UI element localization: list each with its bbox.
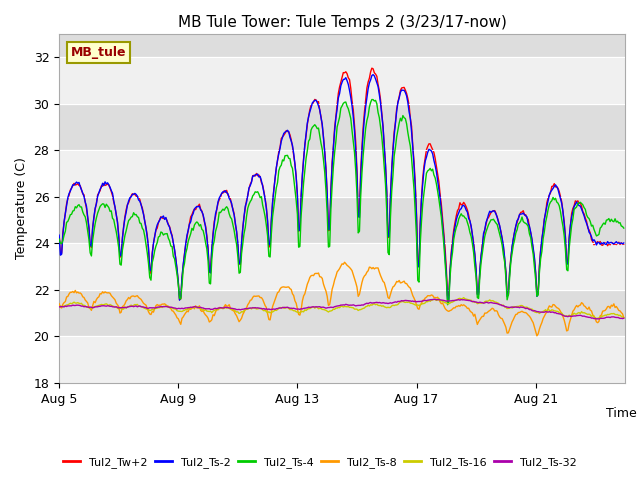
Legend: Tul2_Tw+2, Tul2_Ts-2, Tul2_Ts-4, Tul2_Ts-8, Tul2_Ts-16, Tul2_Ts-32: Tul2_Tw+2, Tul2_Ts-2, Tul2_Ts-4, Tul2_Ts… <box>59 452 581 472</box>
Y-axis label: Temperature (C): Temperature (C) <box>15 157 28 259</box>
Bar <box>59 150 625 197</box>
Title: MB Tule Tower: Tule Temps 2 (3/23/17-now): MB Tule Tower: Tule Temps 2 (3/23/17-now… <box>178 15 506 30</box>
Bar <box>59 57 625 104</box>
Bar <box>59 336 625 383</box>
Text: MB_tule: MB_tule <box>70 46 126 59</box>
Bar <box>59 243 625 290</box>
X-axis label: Time: Time <box>605 408 636 420</box>
